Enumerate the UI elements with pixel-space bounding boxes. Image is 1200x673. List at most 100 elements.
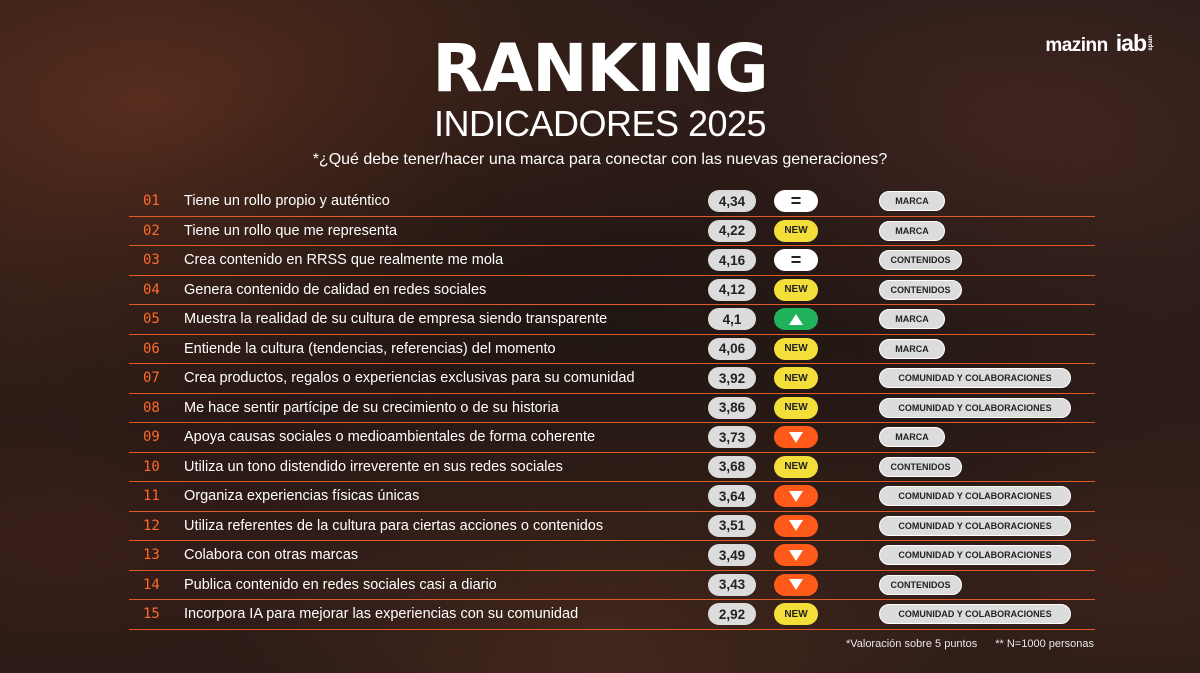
iab-logo: iab <box>1115 30 1147 56</box>
trend-new-badge: NEW <box>774 219 818 242</box>
category-badge: CONTENIDOS <box>879 456 962 477</box>
row-rank: 03 <box>143 252 160 269</box>
footnotes: *Valoración sobre 5 puntos ** N=1000 per… <box>846 638 1094 650</box>
score-badge: 4,06 <box>708 337 756 360</box>
trend-down-icon <box>774 514 818 537</box>
row-indicator-text: Organiza experiencias físicas únicas <box>184 488 420 505</box>
row-indicator-text: Crea productos, regalos o experiencias e… <box>184 370 635 387</box>
trend-equal-icon: = <box>774 190 818 213</box>
score-badge: 4,12 <box>708 278 756 301</box>
row-rank: 11 <box>143 488 160 505</box>
trend-down-icon <box>774 426 818 449</box>
trend-down-icon <box>774 573 818 596</box>
score-badge: 3,43 <box>708 573 756 596</box>
trend-up-icon <box>774 308 818 331</box>
arrow-down-icon <box>789 490 803 502</box>
row-rank: 12 <box>143 517 160 534</box>
trend-new-badge: NEW <box>774 278 818 301</box>
row-indicator-text: Publica contenido en redes sociales casi… <box>184 576 497 593</box>
ranking-table: 01 Tiene un rollo propio y auténtico 4,34 =… <box>129 187 1095 630</box>
row-indicator-text: Muestra la realidad de su cultura de emp… <box>184 311 608 328</box>
row-indicator-text: Genera contenido de calidad en redes soc… <box>184 281 487 298</box>
category-badge: MARCA <box>879 427 945 448</box>
table-row: 05 Muestra la realidad de su cultura de e… <box>129 305 1095 335</box>
table-row: 09 Apoya causas sociales o medioambiental… <box>129 423 1095 453</box>
row-indicator-text: Tiene un rollo que me representa <box>184 222 398 239</box>
row-indicator-text: Utiliza referentes de la cultura para ci… <box>184 517 604 534</box>
category-badge: COMUNIDAD Y COLABORACIONES <box>879 545 1071 566</box>
row-rank: 13 <box>143 547 160 564</box>
row-indicator-text: Utiliza un tono distendido irreverente e… <box>184 458 563 475</box>
table-row: 02 Tiene un rollo que me representa 4,22 NE… <box>129 217 1095 246</box>
trend-new-badge: NEW <box>774 396 818 419</box>
category-badge: MARCA <box>879 220 945 241</box>
score-badge: 4,34 <box>708 190 756 213</box>
table-row: 10 Utiliza un tono distendido irreverente… <box>129 453 1095 482</box>
category-badge: MARCA <box>879 309 945 330</box>
row-indicator-text: Me hace sentir partícipe de su crecimien… <box>184 399 559 416</box>
survey-question: *¿Qué debe tener/hacer una marca para co… <box>312 151 888 168</box>
table-row: 07 Crea productos, regalos o experiencias… <box>129 364 1095 394</box>
category-badge: MARCA <box>879 191 945 212</box>
score-badge: 3,51 <box>708 514 756 537</box>
table-row: 13 Colabora con otras marcas 3,49 COMUNIDAD… <box>129 541 1095 571</box>
row-rank: 09 <box>143 429 160 446</box>
row-rank: 06 <box>143 340 160 357</box>
trend-new-badge: NEW <box>774 337 818 360</box>
trend-down-icon <box>774 544 818 567</box>
category-badge: COMUNIDAD Y COLABORACIONES <box>879 397 1071 418</box>
row-rank: 08 <box>143 399 160 416</box>
score-badge: 4,1 <box>708 308 756 331</box>
row-rank: 04 <box>143 281 160 298</box>
row-rank: 05 <box>143 311 160 328</box>
row-rank: 02 <box>143 222 160 239</box>
row-indicator-text: Colabora con otras marcas <box>184 547 359 564</box>
brand-logos: mazinn iab spain <box>1045 30 1154 57</box>
table-row: 11 Organiza experiencias físicas únicas 3,… <box>129 482 1095 512</box>
row-rank: 14 <box>143 576 160 593</box>
score-badge: 3,86 <box>708 396 756 419</box>
category-badge: CONTENIDOS <box>879 250 962 271</box>
row-rank: 01 <box>143 193 160 210</box>
score-badge: 2,92 <box>708 603 756 626</box>
score-badge: 3,64 <box>708 485 756 508</box>
arrow-down-icon <box>789 520 803 532</box>
category-badge: CONTENIDOS <box>879 279 962 300</box>
category-badge: COMUNIDAD Y COLABORACIONES <box>879 368 1071 389</box>
row-indicator-text: Tiene un rollo propio y auténtico <box>184 193 390 210</box>
score-badge: 3,92 <box>708 367 756 390</box>
page-subtitle: INDICADORES 2025 <box>433 103 767 144</box>
row-indicator-text: Incorpora IA para mejorar las experienci… <box>184 606 579 623</box>
trend-new-badge: NEW <box>774 455 818 478</box>
row-indicator-text: Entiende la cultura (tendencias, referen… <box>184 340 556 357</box>
table-row: 04 Genera contenido de calidad en redes s… <box>129 276 1095 305</box>
trend-new-badge: NEW <box>774 367 818 390</box>
category-badge: COMUNIDAD Y COLABORACIONES <box>879 515 1071 536</box>
row-rank: 07 <box>143 370 160 387</box>
score-badge: 4,22 <box>708 219 756 242</box>
row-indicator-text: Crea contenido en RRSS que realmente me … <box>184 252 504 269</box>
table-row: 08 Me hace sentir partícipe de su crecimi… <box>129 394 1095 423</box>
arrow-up-icon <box>789 313 803 325</box>
page-title: RANKING <box>432 30 768 107</box>
table-row: 12 Utiliza referentes de la cultura para … <box>129 512 1095 541</box>
arrow-down-icon <box>789 431 803 443</box>
category-badge: COMUNIDAD Y COLABORACIONES <box>879 604 1071 625</box>
arrow-down-icon <box>789 579 803 591</box>
arrow-down-icon <box>789 549 803 561</box>
table-row: 15 Incorpora IA para mejorar las experien… <box>129 600 1095 630</box>
score-badge: 4,16 <box>708 249 756 272</box>
table-row: 03 Crea contenido en RRSS que realmente m… <box>129 246 1095 276</box>
category-badge: MARCA <box>879 338 945 359</box>
footnote-scale: *Valoración sobre 5 puntos <box>845 638 978 650</box>
row-rank: 10 <box>143 458 160 475</box>
trend-down-icon <box>774 485 818 508</box>
score-badge: 3,73 <box>708 426 756 449</box>
category-badge: COMUNIDAD Y COLABORACIONES <box>879 486 1071 507</box>
footnote-sample: ** N=1000 personas <box>995 638 1094 650</box>
mazinn-logo: mazinn <box>1045 35 1108 56</box>
score-badge: 3,68 <box>708 455 756 478</box>
category-badge: CONTENIDOS <box>879 574 962 595</box>
table-row: 06 Entiende la cultura (tendencias, refer… <box>129 335 1095 364</box>
table-row: 01 Tiene un rollo propio y auténtico 4,34 =… <box>129 187 1095 217</box>
